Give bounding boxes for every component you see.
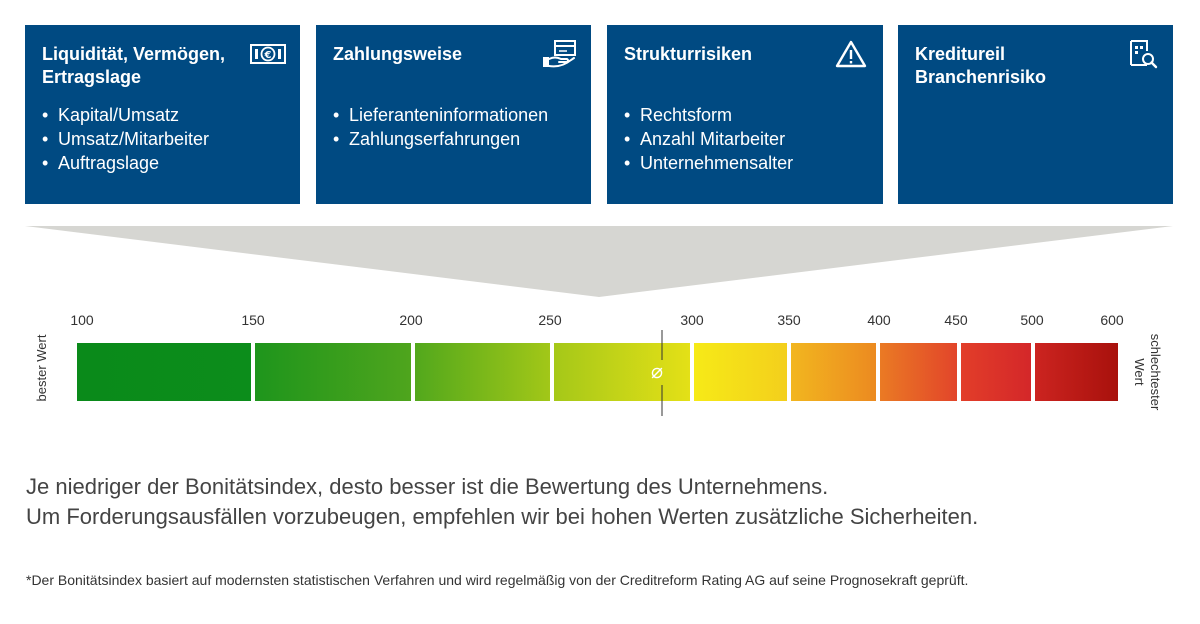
scale-segment (255, 343, 411, 401)
list-item: Zahlungserfahrungen (333, 127, 575, 151)
footnote: *Der Bonitätsindex basiert auf modernste… (26, 572, 969, 588)
tick-label: 250 (538, 312, 562, 328)
card-title: Liquidität, Vermögen, Ertragslage (42, 44, 226, 87)
tick-label: 300 (680, 312, 704, 328)
list-item: Lieferanteninformationen (333, 103, 575, 127)
list-item: Rechtsform (624, 103, 867, 127)
card-list: Kapital/Umsatz Umsatz/Mitarbeiter Auftra… (42, 103, 284, 175)
card-zahlungsweise: Zahlungsweise Lieferanteninformationen Z… (316, 25, 591, 204)
description-line: Je niedriger der Bonitätsindex, desto be… (26, 474, 829, 499)
description-line: Um Forderungsausfällen vorzubeugen, empf… (26, 504, 979, 529)
scale-segment (77, 343, 251, 401)
funnel-shape (25, 226, 1173, 297)
scale-segment (791, 343, 876, 401)
tick-label: 100 (70, 312, 94, 328)
tick-label: 400 (867, 312, 891, 328)
card-liquiditaet: Liquidität, Vermögen, Ertragslage Kapita… (25, 25, 300, 204)
tick-label: 450 (944, 312, 968, 328)
list-item: Auftragslage (42, 151, 284, 175)
best-value-label: bester Wert (34, 334, 49, 402)
description: Je niedriger der Bonitätsindex, desto be… (26, 472, 978, 532)
scale-segment (880, 343, 957, 401)
scale-segment (1035, 343, 1118, 401)
average-symbol: ⌀ (651, 359, 664, 383)
scale-segment (694, 343, 787, 401)
list-item: Unternehmensalter (624, 151, 867, 175)
payment-hand-icon (543, 40, 576, 68)
tick-label: 150 (241, 312, 265, 328)
worst-value-label: schlechtester Wert (1132, 333, 1163, 411)
card-title: Kreditureil Branchenrisiko (915, 44, 1047, 87)
tick-label: 600 (1100, 312, 1124, 328)
scale-segment (415, 343, 550, 401)
card-list: Lieferanteninformationen Zahlungserfahru… (333, 103, 575, 151)
card-title: Zahlungsweise (333, 44, 463, 64)
list-item: Anzahl Mitarbeiter (624, 127, 867, 151)
card-krediturteil: Kreditureil Branchenrisiko (898, 25, 1173, 204)
document-search-icon (1130, 40, 1158, 69)
warning-triangle-icon (835, 40, 867, 68)
svg-text:€: € (264, 50, 272, 61)
tick-label: 350 (777, 312, 801, 328)
card-strukturrisiken: Strukturrisiken Rechtsform Anzahl Mitarb… (607, 25, 883, 204)
list-item: Kapital/Umsatz (42, 103, 284, 127)
scale-segment (554, 343, 690, 401)
card-title: Strukturrisiken (624, 44, 753, 64)
list-item: Umsatz/Mitarbeiter (42, 127, 284, 151)
tick-label: 200 (399, 312, 423, 328)
euro-banknote-icon: € (250, 44, 286, 64)
scale-segment (961, 343, 1031, 401)
card-list: Rechtsform Anzahl Mitarbeiter Unternehme… (624, 103, 867, 175)
tick-label: 500 (1020, 312, 1044, 328)
rating-scale-bar (77, 330, 1118, 416)
